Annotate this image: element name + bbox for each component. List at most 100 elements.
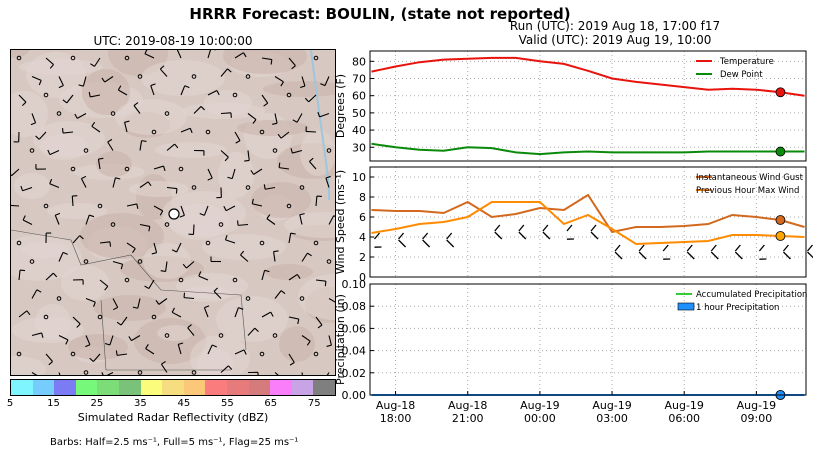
barb-flag [662, 244, 669, 252]
barb-staff [542, 231, 551, 240]
barb-staff [296, 113, 303, 123]
calm-wind-marker [191, 185, 197, 190]
barb-flag [299, 85, 306, 89]
barb-staff [261, 94, 269, 104]
barb-staff [305, 130, 317, 133]
barb-staff [225, 205, 236, 212]
calm-wind-marker [83, 148, 89, 153]
wind-barb [299, 76, 306, 89]
calm-wind-marker [70, 166, 76, 172]
barb-flag [240, 250, 245, 256]
barb-staff [247, 327, 256, 336]
wind-barb [299, 213, 305, 225]
barb-flag [320, 83, 326, 87]
barb-staff [203, 307, 209, 318]
terrain-shade [265, 264, 313, 280]
y-tick-label: 80 [352, 55, 366, 68]
calm-wind-marker [218, 222, 224, 227]
wind-barb [31, 289, 42, 299]
barb-staff [104, 76, 114, 83]
wind-barb [179, 205, 185, 218]
barb-flag [35, 135, 40, 140]
x-tick-label: 09:00 [741, 412, 773, 425]
barb-flag [211, 344, 217, 348]
terrain-shade [33, 121, 105, 157]
calm-wind-marker [29, 259, 35, 264]
wind-barb [128, 335, 141, 342]
calm-wind-marker [191, 74, 197, 79]
barb-flag [263, 102, 269, 107]
wind-barb [71, 195, 78, 207]
barb-staff [159, 68, 168, 77]
barb-staff [326, 372, 330, 375]
wind-barb [61, 128, 74, 134]
legend: Temperature Dew Point [696, 57, 774, 80]
barb-staff [213, 290, 222, 299]
calm-wind-marker [299, 185, 305, 190]
wind-barb [112, 298, 119, 311]
wind-barb [326, 372, 330, 375]
y-axis-label: Precipitation (in) [334, 294, 347, 385]
barb-flag [333, 215, 335, 217]
barb-staff [288, 316, 299, 320]
colorbar-swatch [226, 380, 249, 395]
wind-barb [117, 85, 128, 96]
wind-barb [22, 215, 33, 225]
barb-staff [144, 53, 155, 59]
barb-staff [124, 122, 128, 133]
barb-flag [266, 214, 271, 219]
panel-frame [369, 166, 807, 278]
barb-staff [31, 332, 42, 337]
calm-wind-marker [29, 148, 35, 153]
barb-flag [272, 122, 278, 125]
colorbar-swatch [313, 380, 335, 395]
barb-staff [734, 251, 743, 260]
barb-staff [176, 242, 182, 253]
terrain-shade [204, 90, 252, 116]
barb-staff [148, 279, 155, 289]
barb-flag [235, 140, 241, 144]
barb-flag [117, 85, 122, 91]
barb-flag [109, 241, 112, 247]
barb-staff [22, 186, 33, 192]
barb-staff [171, 311, 182, 318]
barb-flag [159, 210, 164, 216]
wind-barb [250, 168, 263, 175]
barb-flag [120, 264, 124, 270]
wind-barb [274, 76, 284, 87]
barb-flag [224, 234, 228, 241]
barb-flag [278, 162, 281, 168]
barb-flag [686, 244, 693, 252]
barb-flag [290, 232, 296, 235]
calm-wind-marker [70, 55, 76, 61]
wind-barb [18, 310, 31, 318]
barb-flag [171, 249, 177, 253]
calm-wind-marker [286, 92, 292, 98]
barb-staff [11, 168, 20, 177]
barb-flag [147, 181, 152, 187]
barb-flag [224, 156, 229, 162]
wind-barb [261, 311, 274, 318]
barb-flag [85, 344, 91, 348]
y-tick-label: 60 [352, 90, 366, 103]
barb-flag [326, 344, 332, 347]
barb-flag [270, 59, 273, 65]
wind-barb [166, 186, 178, 194]
barb-staff [325, 177, 330, 188]
wind-barb [171, 242, 182, 253]
wind-barb [177, 342, 184, 355]
barb-staff [72, 316, 81, 325]
calm-wind-marker [259, 351, 265, 357]
barb-flag [141, 140, 147, 142]
barb-flag [200, 106, 205, 111]
terrain-shade [279, 326, 315, 362]
map-title: UTC: 2019-08-19 10:00:00 [93, 34, 253, 48]
barb-staff [117, 353, 128, 356]
barb-staff [45, 272, 54, 281]
current-time-marker [775, 146, 786, 157]
calm-wind-marker [137, 74, 143, 79]
barb-flag [144, 50, 148, 55]
barb-staff [137, 298, 141, 309]
calm-wind-marker [56, 111, 62, 116]
barb-staff [93, 353, 101, 362]
